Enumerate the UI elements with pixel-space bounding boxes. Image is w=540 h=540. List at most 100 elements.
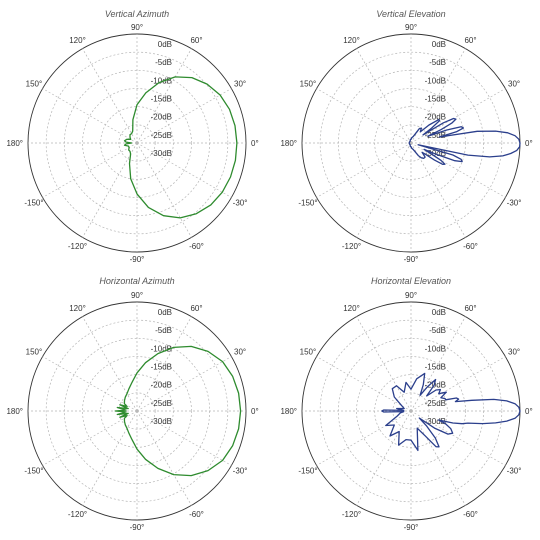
grid-spoke [42, 410, 138, 466]
radial-tick-label: -25dB [425, 399, 446, 408]
grid-ring [319, 319, 503, 503]
angle-tick-label: -90° [404, 523, 419, 532]
radial-tick-label: -20dB [151, 113, 172, 122]
angle-tick-label: 120° [343, 36, 360, 45]
angle-tick-label: -30° [233, 467, 248, 476]
angle-tick-label: 90° [405, 23, 417, 32]
angle-tick-label: -150° [24, 467, 43, 476]
grid-spoke [82, 316, 138, 412]
radial-tick-label: -5dB [155, 326, 172, 335]
angle-tick-label: -30° [233, 199, 248, 208]
radial-tick-label: -15dB [151, 95, 172, 104]
grid-spoke [316, 410, 412, 466]
radial-tick-label: -20dB [425, 113, 446, 122]
pattern-series-line [114, 345, 242, 477]
grid-spoke [356, 316, 412, 412]
grid-spoke [356, 48, 412, 144]
angle-tick-label: 150° [300, 348, 317, 357]
angle-tick-label: 30° [508, 80, 520, 89]
angle-tick-label: 180° [280, 407, 297, 416]
radial-tick-label: 0dB [432, 308, 446, 317]
radial-tick-label: -5dB [429, 58, 446, 67]
angle-tick-label: 30° [508, 348, 520, 357]
angle-tick-label: 60° [190, 36, 202, 45]
angle-tick-label: -60° [463, 242, 478, 251]
angle-tick-label: 120° [343, 304, 360, 313]
angle-tick-label: 90° [405, 291, 417, 300]
angle-tick-label: -60° [189, 242, 204, 251]
radial-tick-label: -10dB [151, 76, 172, 85]
grid-spoke [42, 88, 138, 144]
grid-ring [356, 356, 466, 466]
polar-chart-4: Horizontal Elevation 0° 30° 60° 90° 120° 150° 1… [280, 276, 532, 532]
radial-tick-label: -20dB [151, 381, 172, 390]
grid-ring [82, 88, 192, 198]
angle-tick-label: -60° [189, 510, 204, 519]
grid-spoke [42, 356, 138, 412]
angle-tick-label: -150° [298, 467, 317, 476]
grid-ring [392, 392, 430, 430]
angle-tick-label: 90° [131, 291, 143, 300]
chart-title: Vertical Elevation [376, 9, 445, 19]
grid-spoke [82, 48, 138, 144]
angle-tick-label: 180° [6, 407, 23, 416]
radial-tick-label: -25dB [151, 131, 172, 140]
angle-tick-label: 90° [131, 23, 143, 32]
angle-tick-label: -30° [507, 199, 522, 208]
radial-tick-label: 0dB [432, 40, 446, 49]
angle-tick-label: 0° [251, 139, 259, 148]
grid-spoke [316, 88, 412, 144]
radial-tick-label: -30dB [151, 149, 172, 158]
angle-tick-label: -60° [463, 510, 478, 519]
radial-tick-label: -15dB [151, 363, 172, 372]
grid-ring [45, 51, 229, 235]
radial-tick-label: 0dB [158, 308, 172, 317]
pattern-series-line [381, 372, 521, 452]
angle-tick-label: 120° [69, 36, 86, 45]
radial-tick-label: -30dB [151, 417, 172, 426]
angle-tick-label: -120° [68, 510, 87, 519]
grid-ring [118, 124, 156, 162]
angle-tick-label: -150° [298, 199, 317, 208]
grid-spoke [316, 356, 412, 412]
grid-ring [45, 319, 229, 503]
angle-tick-label: 60° [464, 36, 476, 45]
chart-title: Horizontal Elevation [371, 276, 451, 286]
grid-ring [356, 88, 466, 198]
grid-ring [392, 124, 430, 162]
angle-tick-label: -90° [130, 523, 145, 532]
pattern-series-line [123, 76, 238, 219]
angle-tick-label: 180° [280, 139, 297, 148]
radial-tick-label: -15dB [425, 95, 446, 104]
radial-tick-label: -5dB [155, 58, 172, 67]
grid-spoke [316, 142, 412, 198]
radial-tick-label: -5dB [429, 326, 446, 335]
angle-tick-label: -90° [404, 255, 419, 264]
angle-tick-label: 60° [464, 304, 476, 313]
angle-tick-label: 30° [234, 80, 246, 89]
radial-tick-label: -10dB [425, 76, 446, 85]
angle-tick-label: 30° [234, 348, 246, 357]
angle-tick-label: -120° [342, 242, 361, 251]
radial-tick-label: 0dB [158, 40, 172, 49]
angle-tick-label: 180° [6, 139, 23, 148]
radial-tick-label: -15dB [425, 363, 446, 372]
chart-title: Horizontal Azimuth [99, 276, 174, 286]
chart-title: Vertical Azimuth [105, 9, 169, 19]
radial-tick-label: -30dB [425, 417, 446, 426]
grid-ring [82, 356, 192, 466]
angle-tick-label: 120° [69, 304, 86, 313]
angle-tick-label: 0° [525, 139, 533, 148]
radial-tick-label: -25dB [151, 399, 172, 408]
angle-tick-label: 150° [26, 80, 43, 89]
polar-chart-1: Vertical Azimuth 0° 30° 60° 90° 120° 150° 180° -… [6, 9, 258, 264]
angle-tick-label: -30° [507, 467, 522, 476]
pattern-series-line [408, 117, 521, 165]
radial-tick-label: -10dB [425, 344, 446, 353]
angle-tick-label: 150° [26, 348, 43, 357]
angle-tick-label: 0° [525, 407, 533, 416]
radial-tick-label: -10dB [151, 344, 172, 353]
polar-chart-3: Horizontal Azimuth 0° 30° 60° 90° 120° 150° 180… [6, 276, 258, 532]
angle-tick-label: 0° [251, 407, 259, 416]
